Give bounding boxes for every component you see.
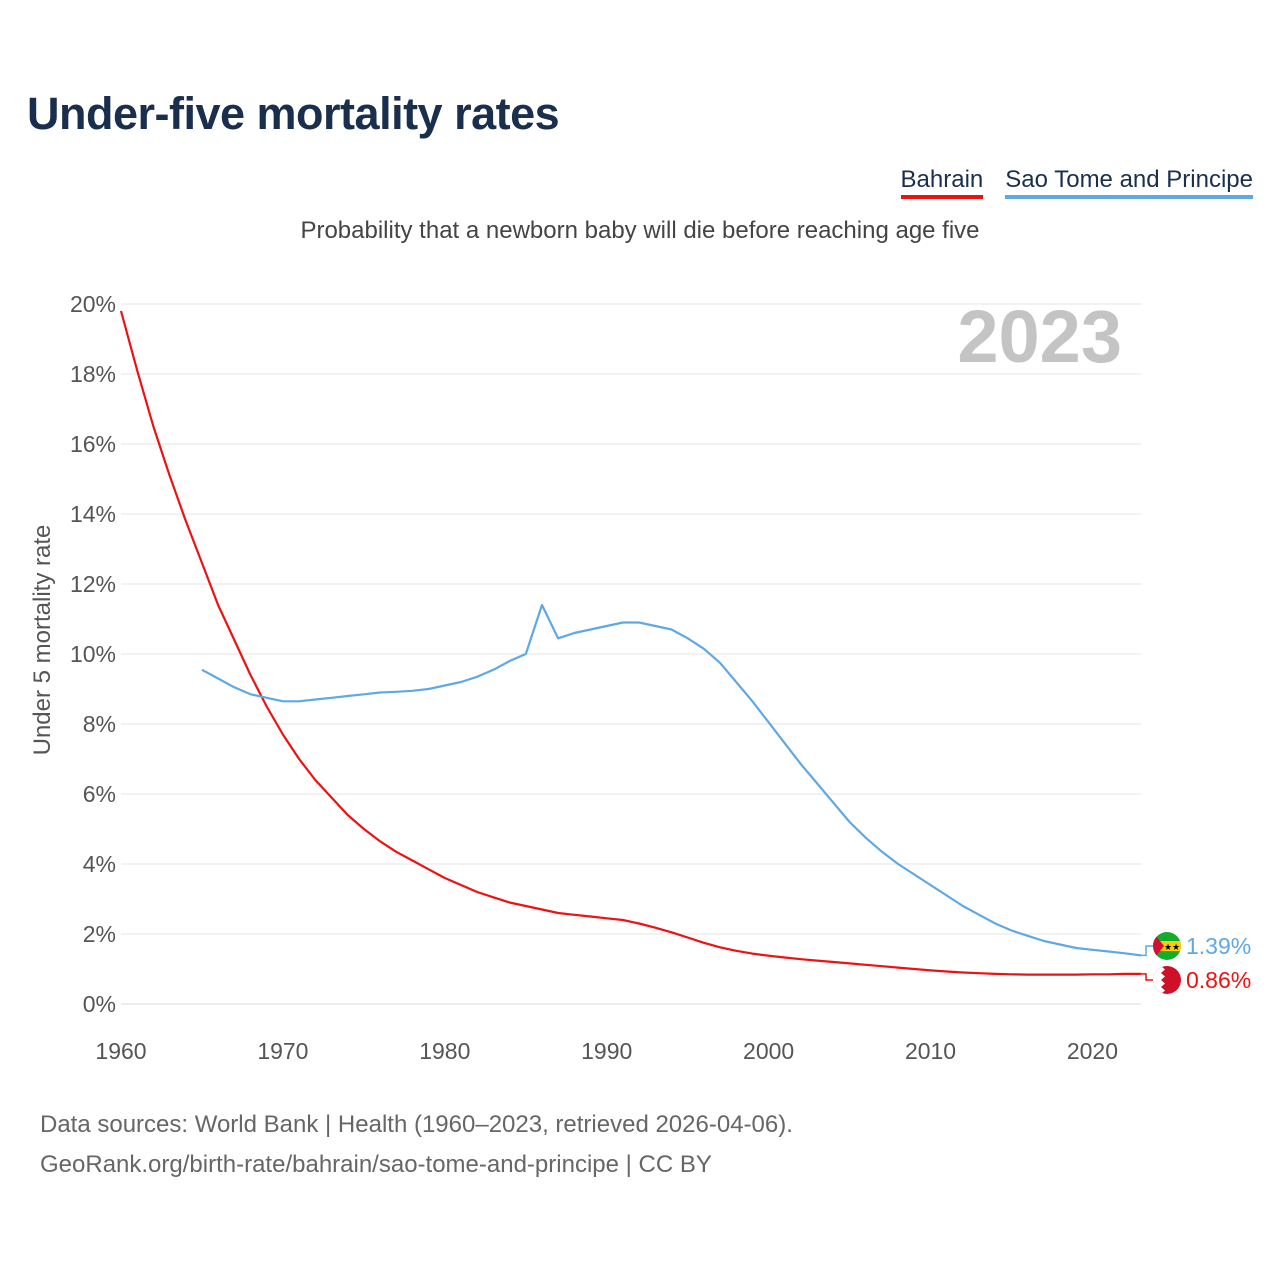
y-tick-label: 0% (83, 991, 116, 1017)
legend-item-sao-tome-and-principe[interactable]: Sao Tome and Principe (1005, 166, 1253, 199)
end-markers: ★★ 1.39% 0.86% (1141, 932, 1251, 994)
chart-subtitle: Probability that a newborn baby will die… (300, 217, 980, 244)
x-tick-label: 1990 (581, 1038, 632, 1064)
source-line-2[interactable]: GeoRank.org/birth-rate/bahrain/sao-tome-… (40, 1151, 712, 1178)
y-tick-label: 14% (70, 501, 116, 527)
legend: Bahrain Sao Tome and Principe (900, 166, 1253, 199)
x-tick-label: 1980 (419, 1038, 470, 1064)
x-axis-ticks: 1960 1970 1980 1990 2000 2010 2020 (95, 1038, 1118, 1064)
y-tick-label: 4% (83, 851, 116, 877)
bahrain-connector (1141, 973, 1153, 981)
series-line-bahrain[interactable] (119, 310, 1141, 976)
chart-title: Under-five mortality rates (27, 88, 560, 139)
gridlines (121, 303, 1141, 1005)
x-tick-label: 2020 (1067, 1038, 1118, 1064)
y-tick-label: 20% (70, 291, 116, 317)
x-tick-label: 1960 (95, 1038, 146, 1064)
x-tick-label: 2010 (905, 1038, 956, 1064)
y-tick-label: 6% (83, 781, 116, 807)
y-axis-ticks: 0% 2% 4% 6% 8% 10% 12% 14% 16% 18% 20% (70, 291, 116, 1017)
source-line-1: Data sources: World Bank | Health (1960–… (40, 1111, 793, 1138)
y-axis-label: Under 5 mortality rate (29, 525, 56, 756)
y-tick-label: 18% (70, 361, 116, 387)
line-chart: 0% 2% 4% 6% 8% 10% 12% 14% 16% 18% 20% 1960 1970 198… (29, 291, 1251, 1064)
series-line-sao-tome-and-principe[interactable] (201, 603, 1142, 957)
legend-item-bahrain[interactable]: Bahrain (900, 166, 984, 199)
series-lines (119, 310, 1142, 976)
sao-tome-connector (1141, 945, 1153, 957)
y-tick-label: 8% (83, 711, 116, 737)
bahrain-end-value: 0.86% (1186, 967, 1251, 993)
data-source: Data sources: World Bank | Health (1960–… (40, 1105, 793, 1185)
year-watermark: 2023 (957, 295, 1122, 378)
sao-tome-flag-icon: ★★ (1153, 932, 1181, 960)
y-tick-label: 10% (70, 641, 116, 667)
svg-text:★★: ★★ (1164, 942, 1180, 952)
bahrain-flag-icon (1153, 966, 1181, 994)
x-tick-label: 1970 (257, 1038, 308, 1064)
x-tick-label: 2000 (743, 1038, 794, 1064)
y-tick-label: 12% (70, 571, 116, 597)
sao-tome-end-value: 1.39% (1186, 933, 1251, 959)
y-tick-label: 16% (70, 431, 116, 457)
y-tick-label: 2% (83, 921, 116, 947)
